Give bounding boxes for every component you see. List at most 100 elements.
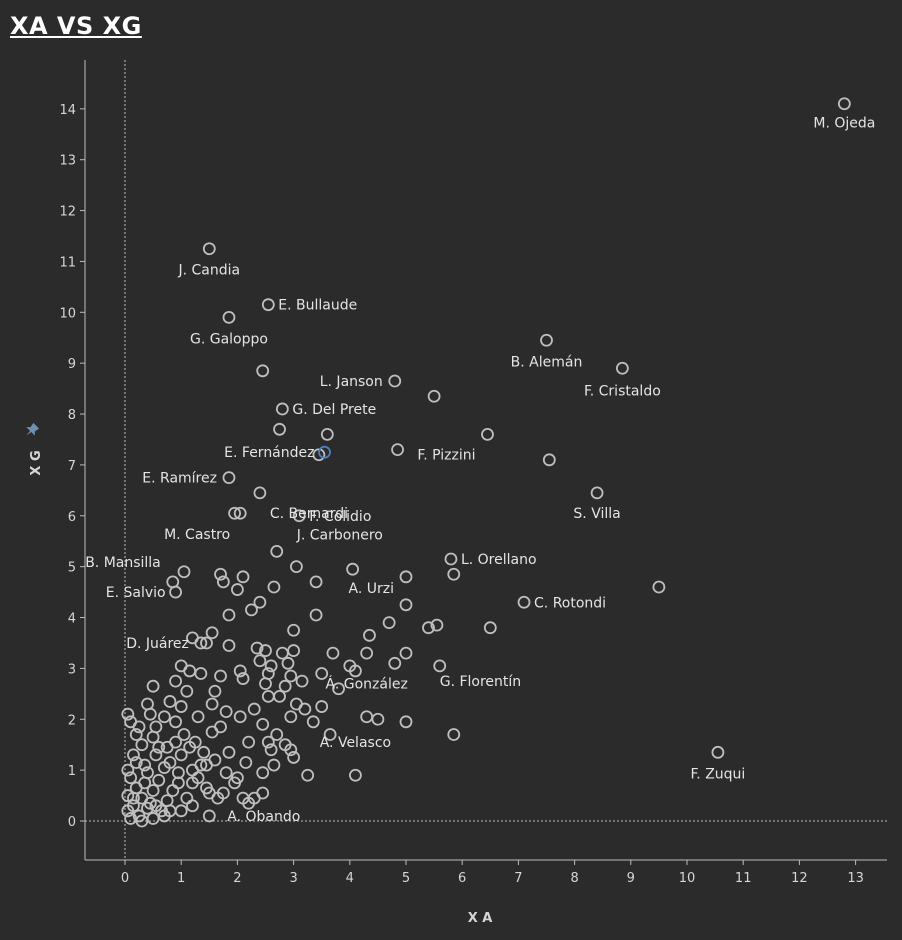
data-point[interactable]: [399, 715, 413, 729]
data-point[interactable]: [284, 710, 298, 724]
data-point[interactable]: [124, 771, 138, 785]
data-point-labeled[interactable]: [202, 809, 216, 823]
data-point[interactable]: [382, 616, 396, 630]
data-point[interactable]: [219, 766, 233, 780]
data-point-labeled[interactable]: [318, 445, 331, 459]
data-point-labeled[interactable]: [360, 710, 374, 724]
data-point[interactable]: [146, 679, 160, 693]
data-point-labeled[interactable]: [275, 402, 289, 416]
data-point[interactable]: [242, 735, 256, 749]
data-point[interactable]: [205, 697, 219, 711]
data-point[interactable]: [422, 621, 435, 635]
data-point[interactable]: [287, 751, 301, 764]
data-point[interactable]: [245, 603, 258, 617]
data-point[interactable]: [138, 758, 152, 772]
data-point[interactable]: [388, 656, 402, 670]
data-point-labeled[interactable]: [540, 333, 553, 347]
data-point-labeled[interactable]: [261, 298, 275, 312]
data-point[interactable]: [430, 618, 444, 632]
data-point[interactable]: [253, 595, 267, 609]
data-point[interactable]: [138, 776, 152, 790]
data-point[interactable]: [163, 804, 177, 818]
data-point[interactable]: [129, 756, 143, 769]
data-point[interactable]: [360, 646, 374, 660]
pin-icon[interactable]: [22, 422, 40, 440]
data-point[interactable]: [306, 715, 320, 729]
data-point[interactable]: [250, 641, 264, 655]
data-point[interactable]: [287, 644, 301, 657]
data-point[interactable]: [427, 389, 441, 403]
data-point[interactable]: [205, 725, 219, 739]
data-point[interactable]: [259, 644, 272, 657]
data-point[interactable]: [208, 684, 222, 698]
data-point[interactable]: [275, 646, 289, 660]
data-point[interactable]: [287, 623, 301, 637]
data-point[interactable]: [253, 654, 267, 668]
data-point[interactable]: [152, 740, 166, 754]
data-point[interactable]: [284, 669, 298, 683]
data-point-labeled[interactable]: [194, 636, 208, 650]
data-point[interactable]: [236, 672, 250, 685]
data-point[interactable]: [233, 664, 247, 678]
data-point[interactable]: [233, 710, 247, 724]
data-point[interactable]: [183, 740, 197, 754]
data-point[interactable]: [309, 575, 323, 589]
data-point-labeled[interactable]: [517, 595, 531, 609]
data-point[interactable]: [127, 791, 140, 805]
data-point[interactable]: [261, 689, 275, 703]
data-point-labeled[interactable]: [481, 427, 494, 441]
data-point[interactable]: [261, 735, 275, 749]
data-point[interactable]: [259, 677, 272, 691]
data-point-labeled[interactable]: [399, 598, 413, 612]
data-point[interactable]: [247, 702, 261, 716]
data-point[interactable]: [371, 712, 385, 726]
data-point[interactable]: [152, 773, 166, 787]
data-point[interactable]: [332, 682, 345, 696]
data-point[interactable]: [141, 697, 154, 711]
data-point-labeled[interactable]: [837, 97, 851, 111]
data-point-labeled[interactable]: [222, 471, 236, 485]
data-point[interactable]: [157, 710, 171, 724]
data-point-labeled[interactable]: [292, 509, 306, 523]
data-point[interactable]: [326, 646, 340, 660]
data-point-labeled[interactable]: [433, 659, 447, 673]
data-point[interactable]: [202, 786, 216, 800]
data-point[interactable]: [121, 804, 135, 818]
data-point-labeled[interactable]: [270, 544, 284, 558]
data-point[interactable]: [652, 580, 666, 594]
data-point[interactable]: [135, 738, 149, 752]
data-point[interactable]: [174, 804, 188, 818]
data-point[interactable]: [256, 717, 270, 731]
data-point[interactable]: [219, 705, 233, 719]
data-point[interactable]: [542, 453, 556, 467]
data-point[interactable]: [200, 758, 213, 772]
data-point-labeled[interactable]: [233, 506, 247, 520]
data-point[interactable]: [121, 707, 135, 721]
data-point[interactable]: [290, 560, 303, 574]
data-point[interactable]: [273, 689, 286, 703]
data-point[interactable]: [346, 562, 360, 576]
data-point[interactable]: [169, 715, 182, 729]
data-point[interactable]: [315, 667, 329, 680]
data-point[interactable]: [278, 679, 292, 693]
data-point[interactable]: [157, 761, 171, 774]
data-point[interactable]: [256, 766, 270, 780]
data-point-labeled[interactable]: [202, 242, 216, 256]
data-point[interactable]: [222, 608, 236, 622]
data-point[interactable]: [264, 659, 278, 673]
data-point[interactable]: [284, 743, 298, 757]
data-point-labeled[interactable]: [166, 575, 180, 589]
data-point[interactable]: [256, 364, 270, 378]
data-point[interactable]: [391, 443, 404, 457]
data-point-labeled[interactable]: [169, 585, 182, 599]
data-point[interactable]: [323, 728, 337, 741]
data-point[interactable]: [264, 743, 278, 757]
data-point[interactable]: [127, 748, 140, 762]
data-point[interactable]: [174, 748, 188, 762]
data-point[interactable]: [214, 669, 227, 683]
data-point[interactable]: [183, 664, 197, 678]
data-point[interactable]: [483, 621, 497, 635]
data-point[interactable]: [149, 799, 163, 813]
data-point[interactable]: [169, 735, 182, 749]
